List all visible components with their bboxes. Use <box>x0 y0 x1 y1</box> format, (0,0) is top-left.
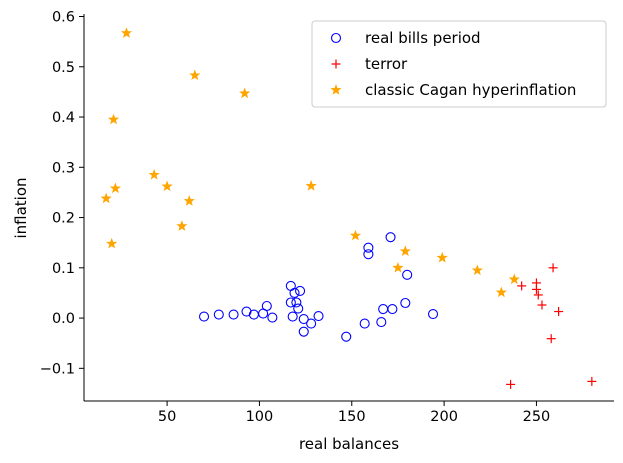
data-point <box>363 242 374 253</box>
y-ticks: −0.1 0.0 0.1 0.2 0.3 0.4 0.5 0.6 <box>40 10 84 377</box>
data-point <box>537 300 547 310</box>
axes <box>83 14 614 402</box>
data-point <box>239 87 251 99</box>
data-point <box>183 195 195 206</box>
y-tick-label: 0.3 <box>52 160 75 176</box>
data-point <box>241 306 252 317</box>
series-open-circle <box>198 232 439 342</box>
data-point <box>587 376 597 386</box>
data-point <box>427 309 439 320</box>
data-point <box>471 264 483 276</box>
x-axis-label: real balances <box>299 435 399 453</box>
legend-label: classic Cagan hyperinflation <box>365 81 576 99</box>
series-star <box>100 27 520 298</box>
data-point <box>287 311 298 322</box>
x-tick-label: 50 <box>158 409 176 425</box>
data-point <box>161 180 173 192</box>
data-point <box>298 314 309 325</box>
legend-entry: classic Cagan hyperinflation <box>330 81 576 99</box>
data-point <box>495 286 507 298</box>
data-point <box>400 297 411 309</box>
y-tick-label: −0.1 <box>40 361 75 377</box>
legend-label: real bills period <box>365 29 481 47</box>
legend-label: terror <box>365 55 408 73</box>
data-point <box>392 261 404 273</box>
data-point <box>313 311 324 322</box>
legend-marker <box>330 84 342 95</box>
data-point <box>228 309 239 320</box>
plot-area <box>100 27 597 389</box>
x-tick-label: 250 <box>523 409 551 425</box>
data-point <box>289 287 300 298</box>
legend: real bills period terror classic Cagan hyp… <box>311 20 607 108</box>
x-tick-label: 150 <box>338 409 366 425</box>
series-plus <box>506 263 597 389</box>
data-point <box>305 180 317 191</box>
data-point <box>213 309 224 320</box>
data-point <box>198 311 210 322</box>
data-point <box>349 229 362 241</box>
y-tick-label: 0.0 <box>52 311 75 327</box>
data-point <box>176 220 188 231</box>
x-tick-label: 100 <box>246 409 274 425</box>
data-point <box>402 269 413 280</box>
data-point <box>533 290 543 300</box>
data-point <box>295 285 306 296</box>
legend-entry: real bills period <box>330 29 481 47</box>
data-point <box>548 263 558 273</box>
data-point <box>306 318 317 329</box>
y-tick-label: 0.4 <box>52 110 75 126</box>
data-point <box>106 237 118 249</box>
data-point <box>554 307 564 317</box>
data-point <box>107 113 120 125</box>
y-tick-label: 0.5 <box>52 60 75 76</box>
y-tick-label: 0.6 <box>52 10 75 26</box>
data-point <box>359 318 370 329</box>
data-point <box>436 251 448 263</box>
x-tick-label: 200 <box>430 409 458 425</box>
data-point <box>517 281 527 291</box>
legend-marker <box>331 59 341 69</box>
data-point <box>531 284 541 294</box>
data-point <box>248 309 259 320</box>
data-point <box>385 232 396 243</box>
data-point <box>285 297 296 308</box>
data-point <box>506 379 516 389</box>
data-point <box>363 249 374 260</box>
data-point <box>399 245 411 256</box>
data-point <box>546 334 556 344</box>
x-ticks: 50 100 150 200 250 <box>158 401 550 425</box>
data-point <box>267 312 278 323</box>
y-axis-label: inflation <box>12 177 30 238</box>
data-point <box>148 168 160 180</box>
data-point <box>100 192 112 204</box>
data-point <box>378 303 389 315</box>
data-point <box>293 303 304 314</box>
legend-marker <box>330 32 342 44</box>
data-point <box>341 331 352 342</box>
data-point <box>109 182 121 194</box>
data-point <box>291 297 302 308</box>
data-point <box>261 300 272 312</box>
legend-box <box>311 20 607 108</box>
data-point <box>376 317 387 328</box>
data-point <box>285 280 296 291</box>
y-tick-label: 0.2 <box>52 211 75 227</box>
data-point <box>298 326 309 337</box>
legend-entry: terror <box>331 55 408 73</box>
data-point <box>189 69 201 81</box>
y-tick-label: 0.1 <box>52 261 75 277</box>
data-point <box>387 303 398 315</box>
data-point <box>508 273 520 285</box>
data-point <box>120 27 133 38</box>
